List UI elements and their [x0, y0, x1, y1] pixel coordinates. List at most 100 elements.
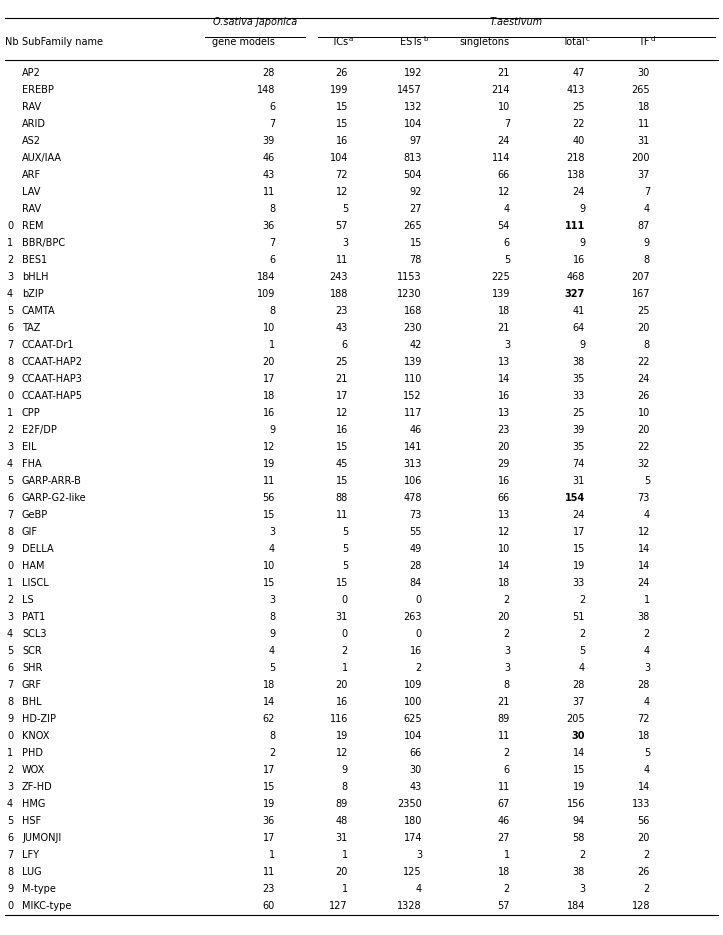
- Text: 10: 10: [638, 408, 650, 418]
- Text: GRF: GRF: [22, 680, 42, 690]
- Text: 116: 116: [330, 713, 348, 724]
- Text: 17: 17: [335, 391, 348, 401]
- Text: 28: 28: [638, 680, 650, 690]
- Text: 9: 9: [269, 628, 275, 639]
- Text: 14: 14: [638, 543, 650, 554]
- Text: 2: 2: [504, 595, 510, 605]
- Text: 0: 0: [416, 628, 422, 639]
- Text: 1: 1: [644, 595, 650, 605]
- Text: 413: 413: [567, 85, 585, 94]
- Text: 7: 7: [7, 339, 13, 350]
- Text: 109: 109: [257, 289, 275, 298]
- Text: 3: 3: [504, 663, 510, 672]
- Text: 21: 21: [335, 374, 348, 383]
- Text: 17: 17: [262, 765, 275, 775]
- Text: 60: 60: [262, 900, 275, 911]
- Text: 174: 174: [403, 833, 422, 842]
- Text: 18: 18: [262, 391, 275, 401]
- Text: 3: 3: [7, 611, 13, 622]
- Text: 188: 188: [330, 289, 348, 298]
- Text: 8: 8: [269, 306, 275, 316]
- Text: 14: 14: [497, 561, 510, 570]
- Text: 33: 33: [573, 391, 585, 401]
- Text: 2: 2: [643, 884, 650, 894]
- Text: 26: 26: [638, 391, 650, 401]
- Text: 87: 87: [638, 221, 650, 231]
- Text: TAZ: TAZ: [22, 323, 40, 333]
- Text: 4: 4: [7, 798, 13, 809]
- Text: 139: 139: [403, 356, 422, 367]
- Text: a: a: [349, 36, 354, 42]
- Text: 62: 62: [262, 713, 275, 724]
- Text: 3: 3: [7, 272, 13, 281]
- Text: 1: 1: [269, 850, 275, 859]
- Text: 8: 8: [7, 356, 13, 367]
- Text: 58: 58: [573, 833, 585, 842]
- Text: PHD: PHD: [22, 748, 43, 757]
- Text: 5: 5: [643, 476, 650, 485]
- Text: 21: 21: [497, 67, 510, 78]
- Text: 43: 43: [335, 323, 348, 333]
- Text: 19: 19: [262, 798, 275, 809]
- Text: 31: 31: [335, 833, 348, 842]
- Text: 89: 89: [497, 713, 510, 724]
- Text: 24: 24: [573, 510, 585, 520]
- Text: 4: 4: [7, 289, 13, 298]
- Text: 23: 23: [497, 424, 510, 435]
- Text: 0: 0: [342, 595, 348, 605]
- Text: 17: 17: [262, 833, 275, 842]
- Text: 15: 15: [335, 441, 348, 452]
- Text: 18: 18: [497, 867, 510, 877]
- Text: 46: 46: [262, 152, 275, 163]
- Text: 3: 3: [7, 441, 13, 452]
- Text: WOX: WOX: [22, 765, 46, 775]
- Text: 11: 11: [335, 254, 348, 265]
- Text: 29: 29: [497, 459, 510, 468]
- Text: AS2: AS2: [22, 136, 41, 146]
- Text: 3: 3: [269, 526, 275, 537]
- Text: 106: 106: [403, 476, 422, 485]
- Text: 4: 4: [644, 646, 650, 655]
- Text: 2: 2: [504, 628, 510, 639]
- Text: 2: 2: [416, 663, 422, 672]
- Text: 20: 20: [638, 323, 650, 333]
- Text: CCAAT-HAP2: CCAAT-HAP2: [22, 356, 83, 367]
- Text: 265: 265: [631, 85, 650, 94]
- Text: 6: 6: [269, 254, 275, 265]
- Text: HAM: HAM: [22, 561, 45, 570]
- Text: RAV: RAV: [22, 102, 41, 111]
- Text: 15: 15: [262, 782, 275, 792]
- Text: 18: 18: [638, 102, 650, 111]
- Text: 94: 94: [573, 815, 585, 826]
- Text: 28: 28: [573, 680, 585, 690]
- Text: 78: 78: [410, 254, 422, 265]
- Text: 41: 41: [573, 306, 585, 316]
- Text: 9: 9: [269, 424, 275, 435]
- Text: MIKC-type: MIKC-type: [22, 900, 72, 911]
- Text: 36: 36: [262, 221, 275, 231]
- Text: 15: 15: [335, 476, 348, 485]
- Text: 1153: 1153: [398, 272, 422, 281]
- Text: 4: 4: [644, 204, 650, 214]
- Text: 5: 5: [7, 476, 13, 485]
- Text: 5: 5: [7, 815, 13, 826]
- Text: 4: 4: [416, 884, 422, 894]
- Text: 1328: 1328: [398, 900, 422, 911]
- Text: 3: 3: [644, 663, 650, 672]
- Text: 2: 2: [578, 628, 585, 639]
- Text: 1: 1: [342, 850, 348, 859]
- Text: 1: 1: [7, 748, 13, 757]
- Text: 22: 22: [638, 441, 650, 452]
- Text: 8: 8: [342, 782, 348, 792]
- Text: 16: 16: [335, 697, 348, 707]
- Text: BES1: BES1: [22, 254, 47, 265]
- Text: 23: 23: [262, 884, 275, 894]
- Text: 9: 9: [7, 374, 13, 383]
- Text: CCAAT-Dr1: CCAAT-Dr1: [22, 339, 74, 350]
- Text: 813: 813: [403, 152, 422, 163]
- Text: GeBP: GeBP: [22, 510, 48, 520]
- Text: 15: 15: [262, 578, 275, 588]
- Text: 4: 4: [644, 765, 650, 775]
- Text: Nb: Nb: [5, 37, 19, 47]
- Text: 28: 28: [262, 67, 275, 78]
